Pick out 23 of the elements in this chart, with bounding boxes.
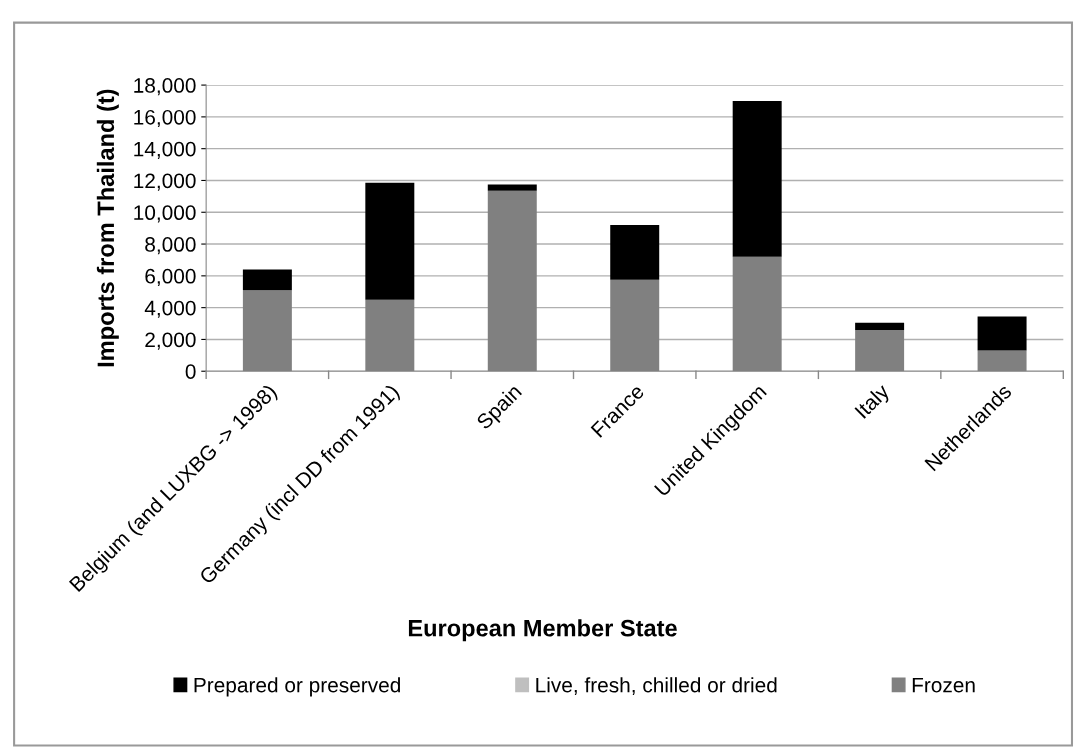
bar xyxy=(610,224,660,280)
x-axis-title: European Member State xyxy=(408,619,677,642)
y-tick-label: 16,000 xyxy=(134,109,196,128)
bar xyxy=(242,269,292,291)
y-tick-label: 14,000 xyxy=(134,141,196,159)
legend-label: Frozen xyxy=(912,677,975,693)
y-tick-label: 12,000 xyxy=(134,173,196,191)
y-tick-label: 4,000 xyxy=(144,300,196,318)
legend-label: Live, fresh, chilled or dried xyxy=(536,677,777,695)
y-tick-label: 8,000 xyxy=(145,237,196,255)
y-axis-title: Imports from Thailand (t) xyxy=(96,89,119,367)
bar xyxy=(365,182,415,300)
bar xyxy=(732,100,782,257)
legend-label: Prepared or preserved xyxy=(194,677,400,697)
y-tick-label: 0 xyxy=(185,364,196,379)
bar xyxy=(855,322,905,330)
y-tick-label: 2,000 xyxy=(145,332,196,350)
x-tick-label: Italy xyxy=(853,382,894,422)
y-tick-label: 18,000 xyxy=(134,78,196,96)
y-tick-label: 6,000 xyxy=(145,268,196,287)
bar xyxy=(487,184,537,191)
bar xyxy=(977,316,1027,351)
y-tick-label: 10,000 xyxy=(134,205,196,223)
